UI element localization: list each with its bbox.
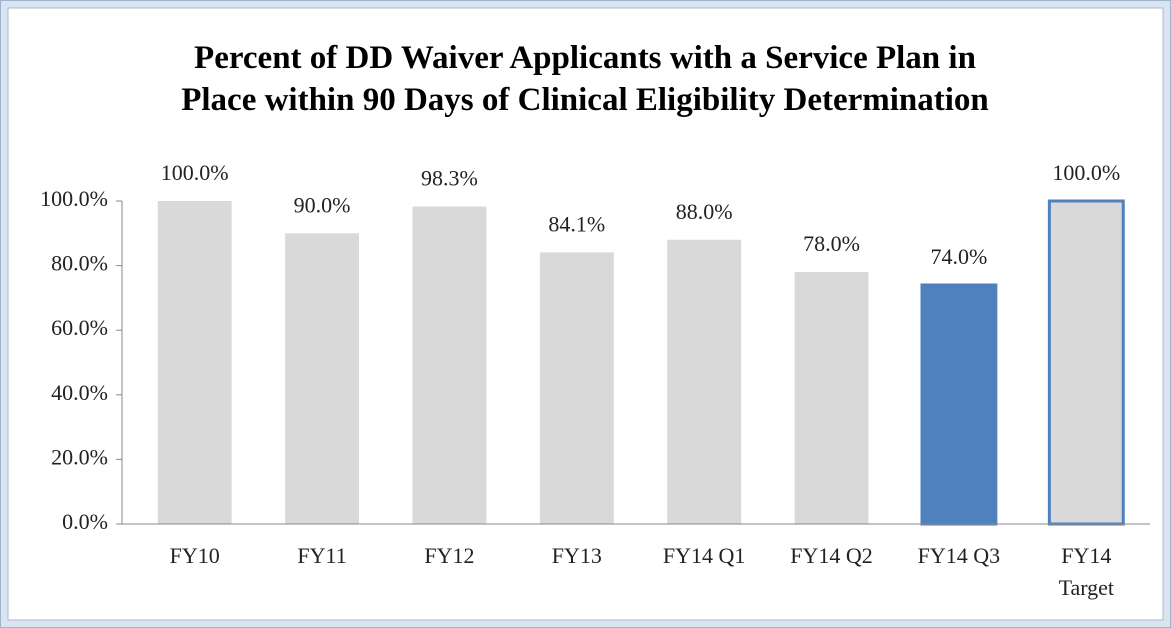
bar — [1047, 199, 1125, 526]
x-tick-label: FY13 — [552, 543, 602, 568]
y-tick-label: 0.0% — [62, 509, 108, 534]
x-tick-label: FY14 Q3 — [918, 543, 1001, 568]
value-label: 84.1% — [548, 211, 605, 236]
value-label: 88.0% — [676, 199, 733, 224]
bar — [794, 272, 869, 524]
x-tick-label: FY14 Target — [1059, 543, 1114, 600]
x-tick-label: FY14 Q1 — [663, 543, 746, 568]
value-label: 98.3% — [421, 166, 478, 191]
y-tick-label: 60.0% — [51, 315, 108, 340]
value-label: 90.0% — [294, 192, 351, 217]
bar — [157, 201, 232, 524]
chart-title: Percent of DD Waiver Applicants with a S… — [181, 40, 989, 118]
y-tick-label: 80.0% — [51, 251, 108, 276]
value-label: 100.0% — [1052, 160, 1120, 185]
x-tick-label: FY11 — [297, 543, 346, 568]
bar — [412, 206, 487, 524]
bar — [920, 283, 998, 526]
bar — [667, 239, 742, 524]
bar — [285, 233, 360, 525]
x-tick-label: FY14 Q2 — [790, 543, 873, 568]
value-label: 74.0% — [931, 244, 988, 269]
y-tick-label: 100.0% — [40, 186, 108, 211]
x-tick-label: FY12 — [424, 543, 474, 568]
value-label: 100.0% — [161, 160, 229, 185]
y-tick-label: 20.0% — [51, 444, 108, 469]
value-label: 78.0% — [803, 231, 860, 256]
y-tick-label: 40.0% — [51, 380, 108, 405]
bar — [539, 252, 614, 524]
x-tick-label: FY10 — [170, 543, 220, 568]
